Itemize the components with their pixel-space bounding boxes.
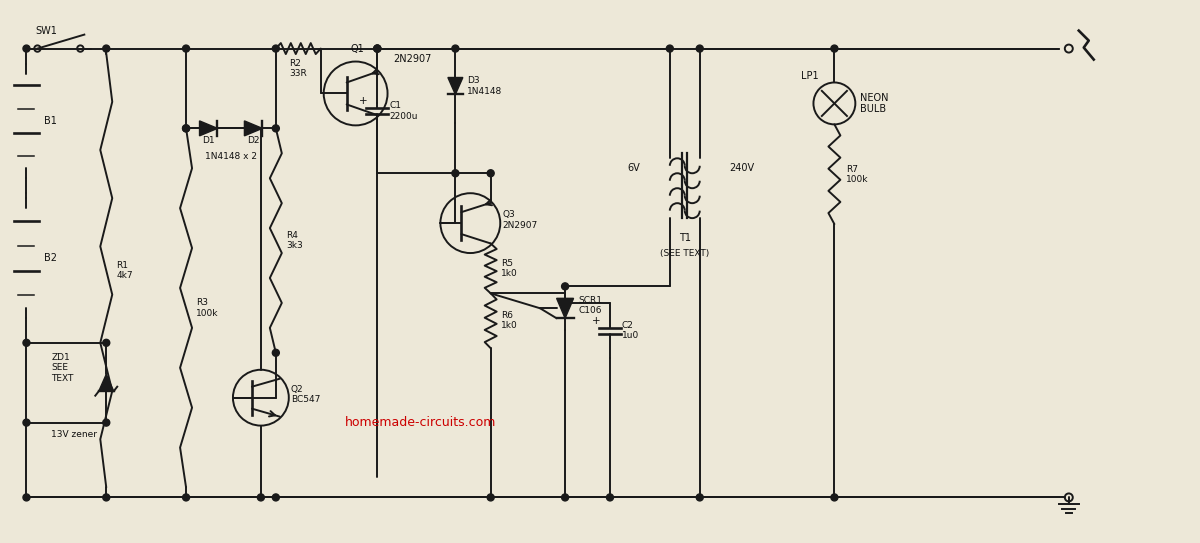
Text: homemade-circuits.com: homemade-circuits.com bbox=[344, 416, 496, 429]
Text: R2
33R: R2 33R bbox=[289, 59, 307, 78]
Circle shape bbox=[103, 494, 109, 501]
Text: Q2
BC547: Q2 BC547 bbox=[290, 385, 320, 405]
Text: D1: D1 bbox=[202, 136, 215, 145]
Circle shape bbox=[182, 125, 190, 132]
Circle shape bbox=[374, 45, 380, 52]
Text: SCR1
C106: SCR1 C106 bbox=[578, 295, 602, 315]
Circle shape bbox=[562, 494, 569, 501]
Circle shape bbox=[103, 45, 109, 52]
Text: Q3
2N2907: Q3 2N2907 bbox=[503, 211, 538, 230]
Circle shape bbox=[487, 170, 494, 176]
Text: +: + bbox=[592, 316, 601, 326]
Circle shape bbox=[23, 419, 30, 426]
Text: ZD1
SEE
TEXT: ZD1 SEE TEXT bbox=[52, 353, 73, 383]
Text: D2: D2 bbox=[247, 136, 259, 145]
Text: R4
3k3: R4 3k3 bbox=[286, 231, 302, 250]
Text: LP1: LP1 bbox=[800, 71, 818, 80]
Circle shape bbox=[562, 300, 569, 307]
Text: 2N2907: 2N2907 bbox=[394, 54, 432, 64]
Text: Q1: Q1 bbox=[350, 43, 365, 54]
Circle shape bbox=[272, 45, 280, 52]
Text: B1: B1 bbox=[44, 116, 58, 126]
Text: SW1: SW1 bbox=[36, 26, 58, 36]
Polygon shape bbox=[199, 121, 217, 136]
Text: R3
100k: R3 100k bbox=[196, 298, 218, 318]
Circle shape bbox=[257, 494, 264, 501]
Circle shape bbox=[606, 494, 613, 501]
Circle shape bbox=[696, 494, 703, 501]
Circle shape bbox=[696, 45, 703, 52]
Circle shape bbox=[103, 419, 109, 426]
Text: T1: T1 bbox=[679, 233, 691, 243]
Circle shape bbox=[830, 45, 838, 52]
Polygon shape bbox=[557, 298, 574, 318]
Text: R5
1k0: R5 1k0 bbox=[500, 258, 517, 278]
Text: +: + bbox=[359, 96, 368, 106]
Text: 1N4148 x 2: 1N4148 x 2 bbox=[205, 152, 257, 161]
Text: R7
100k: R7 100k bbox=[846, 165, 869, 184]
Circle shape bbox=[103, 339, 109, 346]
Circle shape bbox=[452, 45, 458, 52]
Circle shape bbox=[452, 170, 458, 176]
Text: C1
2200u: C1 2200u bbox=[389, 101, 418, 121]
Circle shape bbox=[487, 494, 494, 501]
Circle shape bbox=[23, 339, 30, 346]
Polygon shape bbox=[245, 121, 263, 136]
Circle shape bbox=[182, 45, 190, 52]
Circle shape bbox=[272, 125, 280, 132]
Text: R1
4k7: R1 4k7 bbox=[116, 261, 133, 280]
Circle shape bbox=[182, 125, 190, 132]
Text: B2: B2 bbox=[44, 253, 58, 263]
Circle shape bbox=[830, 494, 838, 501]
Text: D3
1N4148: D3 1N4148 bbox=[467, 76, 503, 96]
Circle shape bbox=[374, 45, 380, 52]
Text: (SEE TEXT): (SEE TEXT) bbox=[660, 249, 709, 257]
Circle shape bbox=[182, 494, 190, 501]
Text: C2
1u0: C2 1u0 bbox=[622, 321, 640, 340]
Polygon shape bbox=[98, 374, 114, 391]
Circle shape bbox=[272, 494, 280, 501]
Circle shape bbox=[562, 283, 569, 290]
Text: 6V: 6V bbox=[628, 163, 640, 173]
Circle shape bbox=[666, 45, 673, 52]
Circle shape bbox=[272, 349, 280, 356]
Text: NEON
BULB: NEON BULB bbox=[860, 93, 889, 114]
Polygon shape bbox=[448, 78, 463, 94]
Circle shape bbox=[23, 494, 30, 501]
Circle shape bbox=[23, 45, 30, 52]
Circle shape bbox=[374, 45, 380, 52]
Text: 13V zener: 13V zener bbox=[52, 430, 97, 439]
Text: R6
1k0: R6 1k0 bbox=[500, 311, 517, 331]
Text: 240V: 240V bbox=[730, 163, 755, 173]
